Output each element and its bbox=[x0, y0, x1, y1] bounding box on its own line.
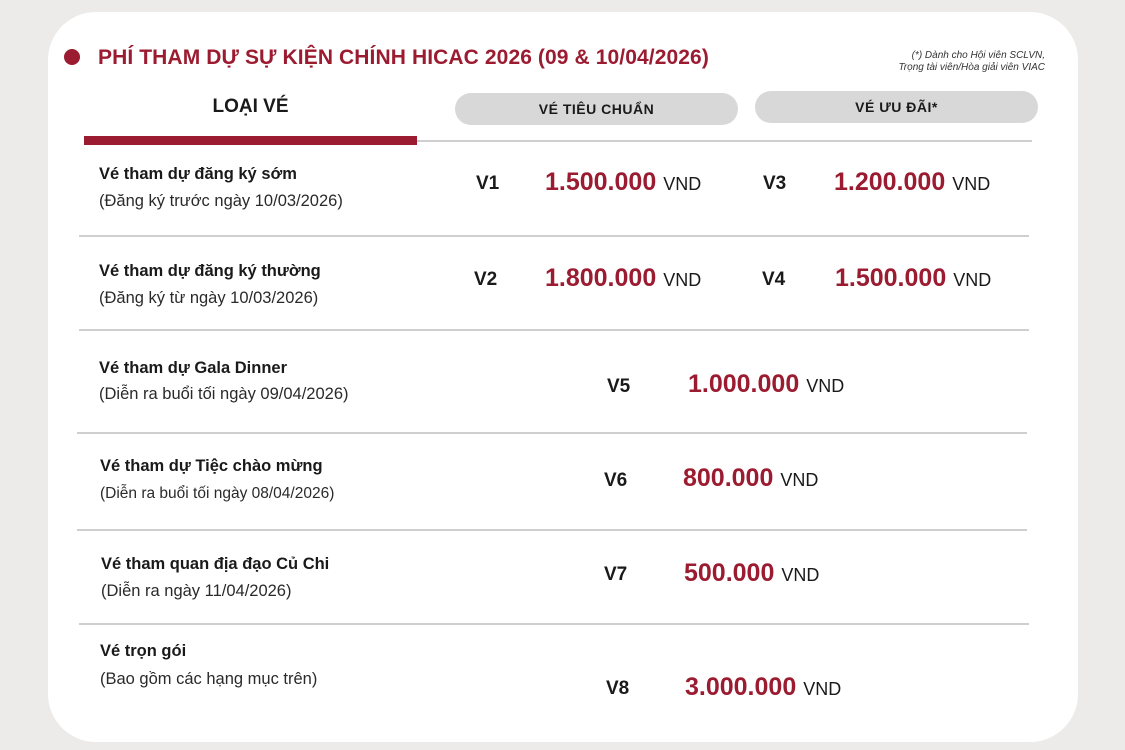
ticket-name: Vé tham quan địa đạo Củ Chi bbox=[101, 555, 330, 573]
ticket-name: Vé tham dự đăng ký thường bbox=[99, 262, 321, 280]
ticket-name: Vé trọn gói bbox=[100, 642, 187, 660]
column-header-preferential: VÉ ƯU ĐÃI* bbox=[755, 91, 1038, 123]
ticket-name: Vé tham dự Tiệc chào mừng bbox=[100, 457, 323, 475]
ticket-price: 1.500.000 VND bbox=[835, 264, 991, 293]
price-unit: VND bbox=[952, 174, 991, 194]
column-header-ticket-type: LOẠI VÉ bbox=[212, 96, 289, 117]
ticket-price: 800.000 VND bbox=[683, 464, 818, 493]
price-unit: VND bbox=[803, 679, 842, 699]
price-unit: VND bbox=[781, 565, 820, 585]
ticket-price: 1.000.000 VND bbox=[688, 370, 844, 399]
ticket-name: Vé tham dự đăng ký sớm bbox=[99, 165, 297, 183]
price-unit: VND bbox=[663, 270, 702, 290]
price-amount: 1.800.000 bbox=[545, 264, 657, 292]
ticket-note: (Diễn ra buổi tối ngày 09/04/2026) bbox=[99, 385, 349, 403]
ticket-price: 1.500.000 VND bbox=[545, 168, 701, 197]
footnote-line-1: (*) Dành cho Hội viên SCLVN, bbox=[911, 50, 1045, 61]
price-amount: 1.000.000 bbox=[688, 370, 800, 398]
divider bbox=[77, 529, 1027, 531]
ticket-note: (Diễn ra ngày 11/04/2026) bbox=[101, 582, 292, 600]
price-amount: 1.500.000 bbox=[545, 168, 657, 196]
price-unit: VND bbox=[953, 270, 992, 290]
column-header-underline bbox=[84, 136, 417, 145]
ticket-note: (Diễn ra buổi tối ngày 08/04/2026) bbox=[100, 485, 335, 502]
price-amount: 1.500.000 bbox=[835, 264, 947, 292]
divider bbox=[79, 329, 1029, 331]
price-unit: VND bbox=[780, 470, 819, 490]
page-title: PHÍ THAM DỰ SỰ KIỆN CHÍNH HICAC 2026 (09… bbox=[98, 46, 709, 69]
ticket-price: 3.000.000 VND bbox=[685, 673, 841, 702]
ticket-name: Vé tham dự Gala Dinner bbox=[99, 359, 287, 377]
price-amount: 500.000 bbox=[684, 559, 775, 587]
ticket-note: (Bao gồm các hạng mục trên) bbox=[100, 670, 318, 688]
divider bbox=[79, 235, 1029, 237]
divider bbox=[79, 623, 1029, 625]
ticket-price: 1.200.000 VND bbox=[834, 168, 990, 197]
price-amount: 1.200.000 bbox=[834, 168, 946, 196]
footnote-line-2: Trọng tài viên/Hòa giải viên VIAC bbox=[898, 62, 1045, 73]
ticket-price: 1.800.000 VND bbox=[545, 264, 701, 293]
footnote: (*) Dành cho Hội viên SCLVN, Trọng tài v… bbox=[898, 50, 1045, 74]
ticket-code: V1 bbox=[476, 173, 500, 194]
price-unit: VND bbox=[663, 174, 702, 194]
ticket-code: V7 bbox=[604, 564, 628, 585]
ticket-code: V2 bbox=[474, 269, 498, 290]
price-amount: 800.000 bbox=[683, 464, 774, 492]
ticket-code: V4 bbox=[762, 269, 786, 290]
price-amount: 3.000.000 bbox=[685, 673, 797, 701]
ticket-code: V3 bbox=[763, 173, 787, 194]
ticket-code: V5 bbox=[607, 376, 631, 397]
ticket-code: V6 bbox=[604, 470, 628, 491]
column-header-standard: VÉ TIÊU CHUẨN bbox=[455, 93, 738, 125]
ticket-note: (Đăng ký trước ngày 10/03/2026) bbox=[99, 192, 343, 210]
price-unit: VND bbox=[806, 376, 845, 396]
ticket-price: 500.000 VND bbox=[684, 559, 819, 588]
divider bbox=[77, 432, 1027, 434]
ticket-note: (Đăng ký từ ngày 10/03/2026) bbox=[99, 289, 319, 307]
divider bbox=[417, 140, 1032, 142]
ticket-code: V8 bbox=[606, 678, 630, 699]
bullet-dot-icon bbox=[64, 49, 80, 65]
pricing-card bbox=[48, 12, 1078, 742]
